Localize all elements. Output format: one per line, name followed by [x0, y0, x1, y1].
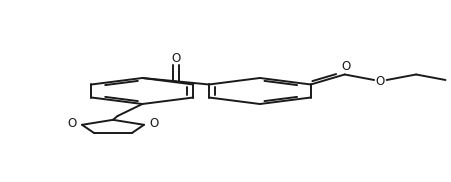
Text: O: O	[375, 75, 384, 88]
Text: O: O	[341, 60, 350, 73]
Text: O: O	[67, 117, 77, 130]
Text: O: O	[170, 52, 180, 65]
Text: O: O	[149, 117, 158, 130]
